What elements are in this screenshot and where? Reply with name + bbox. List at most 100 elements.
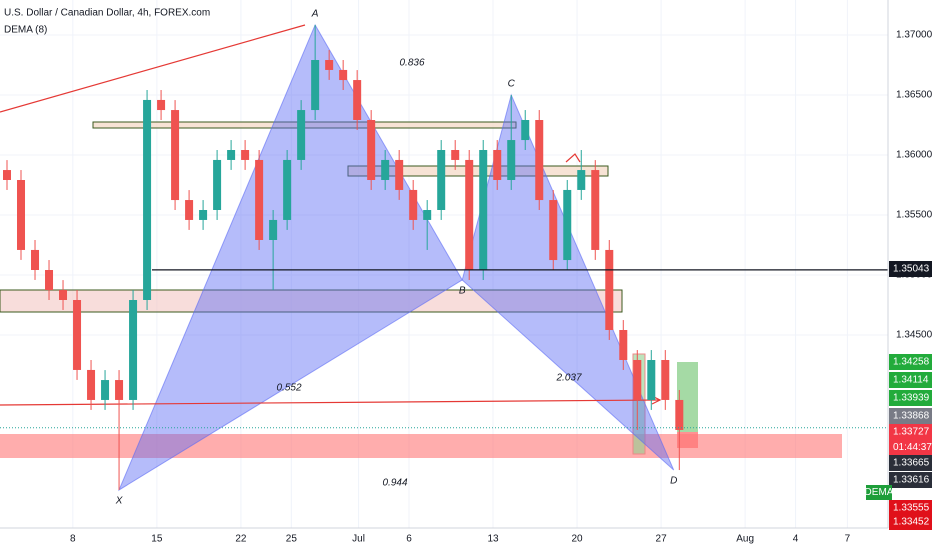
candle-body: [353, 80, 362, 120]
candle-body: [479, 150, 488, 270]
x-tick-label: 6: [406, 534, 412, 545]
candle-body: [227, 150, 236, 160]
pattern-ratio: 0.552: [276, 383, 301, 394]
candle-body: [605, 249, 614, 330]
trend-lines: [0, 24, 662, 406]
candle-body: [59, 290, 68, 300]
price-tag-label: 1.33616: [893, 475, 930, 486]
x-tick-label: 8: [70, 534, 76, 545]
pattern-triangle: [117, 23, 463, 492]
trend-line: [0, 24, 306, 113]
x-tick-label: 22: [235, 534, 247, 545]
x-tick-label: Jul: [352, 534, 365, 545]
arrow-head: [565, 153, 581, 163]
candle-body: [577, 170, 586, 190]
price-tag-label: 1.33555: [893, 503, 930, 514]
candle-body: [633, 360, 642, 400]
candle-body: [45, 270, 54, 291]
candle-body: [17, 180, 26, 250]
candle-body: [395, 159, 404, 190]
pattern-ratio: 0.944: [382, 478, 407, 489]
candle-body: [213, 159, 222, 210]
candle-body: [101, 380, 110, 400]
price-tag-label: 1.34258: [893, 357, 930, 368]
candle-body: [143, 99, 152, 301]
candle-body: [339, 69, 348, 81]
candle-body: [507, 140, 516, 180]
candle-body: [409, 189, 418, 220]
demand-zone: [0, 434, 842, 458]
candle-body: [241, 150, 250, 160]
candle-body: [87, 369, 96, 400]
price-tag: [889, 424, 932, 440]
x-tick-label: 25: [286, 534, 298, 545]
candle-body: [591, 170, 600, 250]
price-tag: [889, 261, 932, 277]
price-tag-label: 1.33665: [893, 458, 930, 469]
candle-body: [619, 330, 628, 360]
pattern-point-label: A: [311, 9, 319, 20]
candle-body: [381, 159, 390, 180]
candle-body: [367, 120, 376, 180]
price-tag: [889, 472, 932, 488]
price-tag: [889, 500, 932, 516]
x-tick-label: 4: [793, 534, 799, 545]
y-tick-label: 1.37000: [896, 30, 932, 41]
candle-body: [325, 60, 334, 70]
trend-line: [0, 399, 661, 406]
candle-body: [563, 189, 572, 261]
price-tag-label: 1.33452: [893, 517, 930, 528]
candle-body: [675, 399, 684, 430]
candle-body: [535, 120, 544, 201]
candle-body: [255, 159, 264, 240]
candle-body: [115, 380, 124, 400]
countdown-tag: [889, 440, 932, 455]
price-tag-label: 1.33939: [893, 393, 930, 404]
pattern-point-label: X: [115, 496, 123, 507]
candle-body: [171, 110, 180, 201]
price-tag: [889, 514, 932, 530]
pattern-ratio: 2.037: [555, 373, 581, 384]
levels: [0, 269, 888, 429]
price-tag-label: 1.35043: [893, 264, 930, 275]
x-tick-label: 20: [571, 534, 583, 545]
indicator-legend: DEMA (8): [4, 25, 47, 36]
candle-body: [437, 150, 446, 210]
x-tick-label: 7: [845, 534, 851, 545]
price-tag-label: 1.34114: [893, 375, 929, 386]
candle-body: [451, 150, 460, 160]
indicator-tag: [866, 485, 892, 500]
axes: 1.370001.365001.360001.355001.350001.345…: [70, 30, 932, 545]
candle-body: [549, 200, 558, 261]
candle-body: [31, 249, 40, 270]
chart-title: U.S. Dollar / Canadian Dollar, 4h, FOREX…: [4, 8, 210, 19]
pattern-point-label: B: [459, 286, 466, 297]
candle-body: [269, 219, 278, 240]
candle-body: [661, 360, 670, 400]
x-tick-label: Aug: [736, 534, 754, 545]
pattern-point-label: C: [508, 79, 516, 90]
x-tick-label: 27: [656, 534, 668, 545]
candle-body: [3, 170, 12, 180]
supply-zone: [0, 289, 623, 313]
price-labels: 1.35043 1.34258 1.34114 1.33939 1.33868 1.337…: [865, 261, 932, 530]
x-tick-label: 15: [151, 534, 163, 545]
price-tag: [889, 455, 932, 471]
stop-box: [677, 432, 698, 448]
candle-body: [129, 300, 138, 400]
pattern-ratio: 0.836: [399, 58, 424, 69]
price-tag-label: 1.33727: [893, 427, 930, 438]
price-tag: [889, 372, 932, 388]
pattern: X A B C D 0.836 0.552 2.037 0.944: [115, 9, 678, 507]
y-tick-label: 1.35500: [896, 210, 932, 221]
resistance-zone: [347, 165, 609, 177]
candle-body: [311, 60, 320, 111]
y-tick-label: 1.36500: [896, 90, 932, 101]
candles: [3, 24, 684, 490]
price-tag: [889, 390, 932, 406]
candle-body: [199, 210, 208, 220]
candle-body: [185, 200, 194, 220]
price-tag: [889, 354, 932, 370]
